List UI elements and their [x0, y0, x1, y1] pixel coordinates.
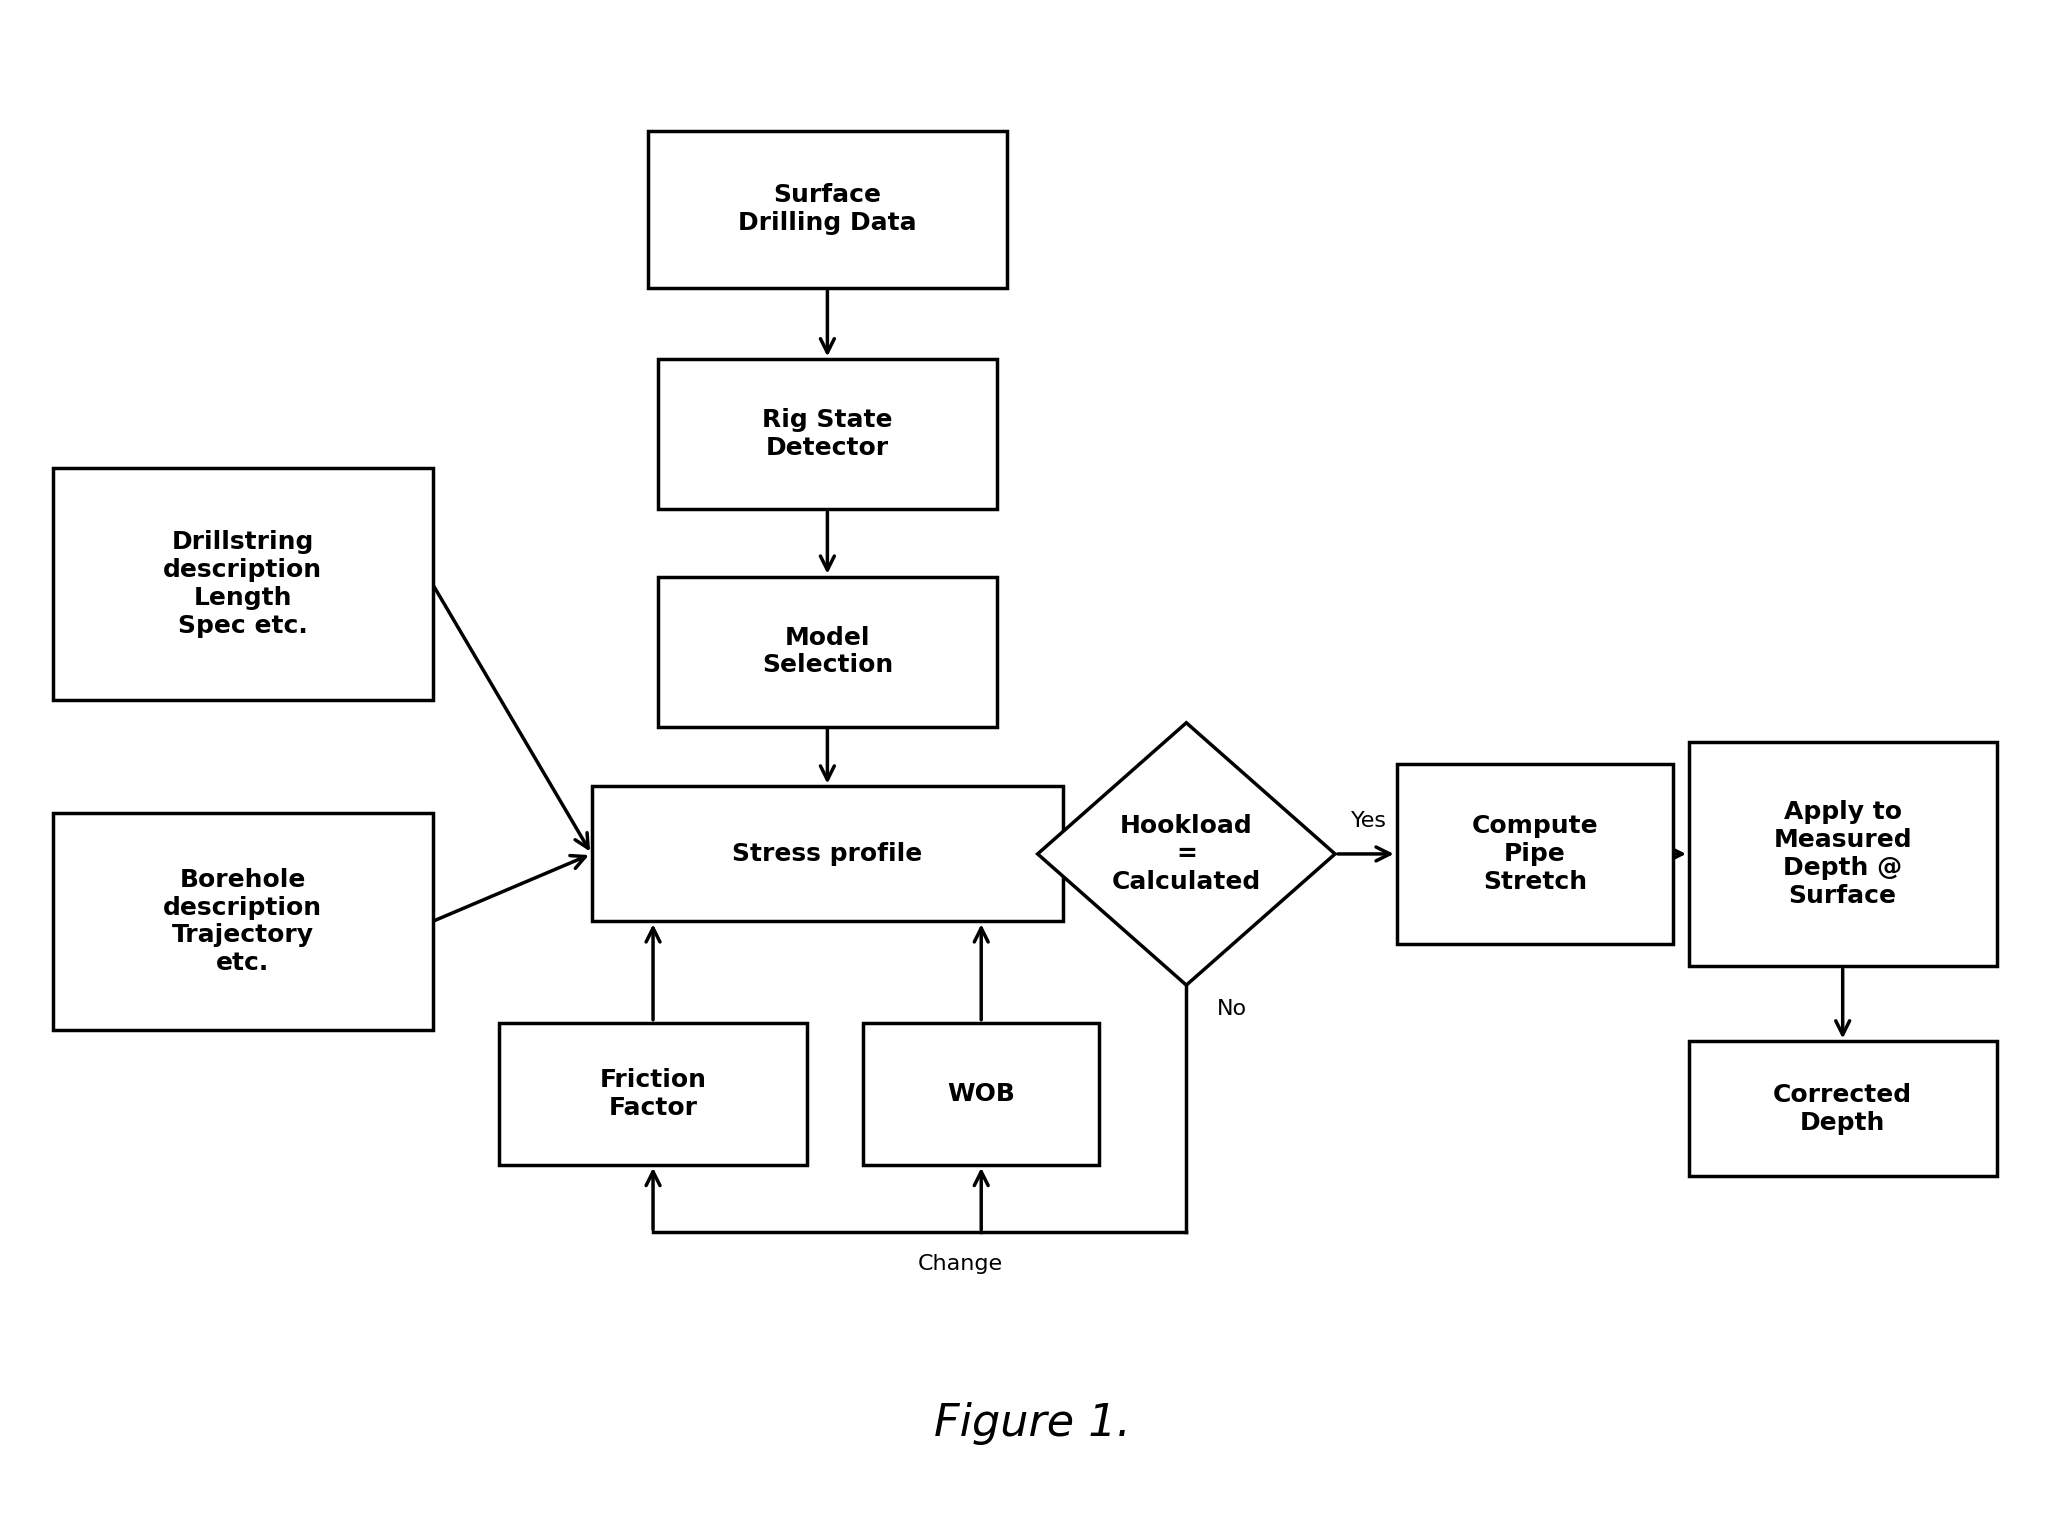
Text: Compute
Pipe
Stretch: Compute Pipe Stretch: [1472, 814, 1598, 894]
Polygon shape: [1037, 723, 1336, 985]
Text: WOB: WOB: [948, 1082, 1016, 1106]
Text: Friction
Factor: Friction Factor: [599, 1068, 706, 1120]
FancyBboxPatch shape: [500, 1023, 807, 1165]
Text: Yes: Yes: [1351, 811, 1388, 831]
Text: No: No: [1216, 999, 1247, 1020]
Text: Corrected
Depth: Corrected Depth: [1774, 1083, 1912, 1135]
Text: Drillstring
description
Length
Spec etc.: Drillstring description Length Spec etc.: [163, 531, 322, 638]
FancyBboxPatch shape: [54, 812, 432, 1030]
Text: Figure 1.: Figure 1.: [933, 1403, 1132, 1445]
FancyBboxPatch shape: [659, 576, 997, 726]
Text: Change: Change: [919, 1254, 1004, 1274]
FancyBboxPatch shape: [1396, 764, 1673, 944]
FancyBboxPatch shape: [863, 1023, 1099, 1165]
Text: Rig State
Detector: Rig State Detector: [762, 409, 892, 460]
Text: Surface
Drilling Data: Surface Drilling Data: [737, 183, 917, 235]
Text: Borehole
description
Trajectory
etc.: Borehole description Trajectory etc.: [163, 867, 322, 974]
FancyBboxPatch shape: [1689, 1041, 1997, 1176]
Text: Model
Selection: Model Selection: [762, 626, 892, 678]
Text: Stress profile: Stress profile: [733, 841, 923, 865]
Text: Apply to
Measured
Depth @
Surface: Apply to Measured Depth @ Surface: [1774, 800, 1912, 908]
FancyBboxPatch shape: [54, 468, 432, 701]
FancyBboxPatch shape: [591, 787, 1063, 921]
FancyBboxPatch shape: [659, 359, 997, 510]
FancyBboxPatch shape: [1689, 741, 1997, 967]
Text: Hookload
=
Calculated: Hookload = Calculated: [1111, 814, 1262, 894]
FancyBboxPatch shape: [648, 130, 1008, 287]
